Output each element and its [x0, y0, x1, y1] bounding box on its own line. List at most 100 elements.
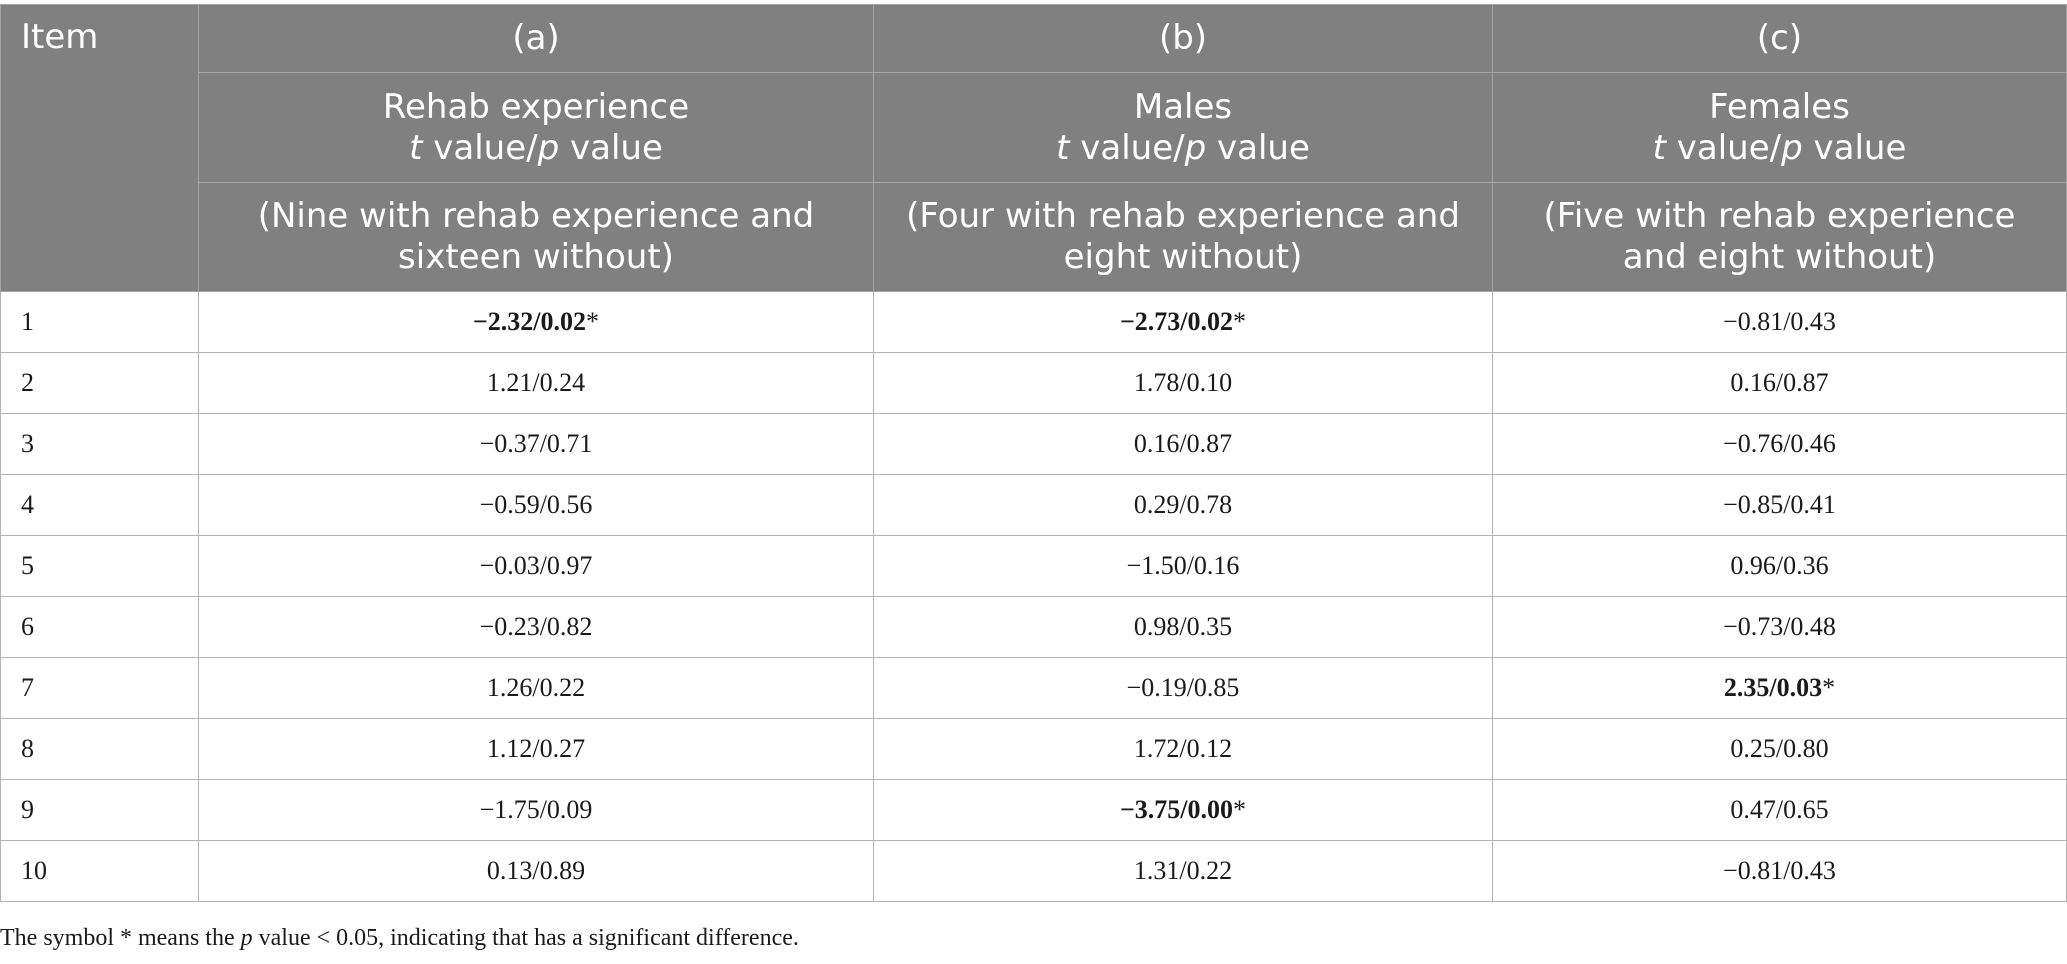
column-c-letter: (c) [1492, 4, 2067, 73]
value-cell: −0.73/0.48 [1492, 596, 2067, 658]
value-cell: 2.35/0.03* [1492, 657, 2067, 719]
value-text: 0.96/0.36 [1730, 551, 1829, 580]
description-line: (Nine with rehab experience and [257, 196, 815, 236]
significant-value: −2.73/0.02 [1119, 307, 1234, 336]
value-text: −0.03/0.97 [479, 551, 593, 580]
value-cell: −0.37/0.71 [198, 413, 874, 475]
value-text: 0.47/0.65 [1730, 795, 1829, 824]
value-cell: 0.98/0.35 [873, 596, 1493, 658]
table-header: Item (a) (b) (c) Rehab experience t valu… [0, 4, 2067, 292]
value-cell: 0.47/0.65 [1492, 779, 2067, 841]
table-row: 6 −0.23/0.82 0.98/0.35 −0.73/0.48 [0, 596, 2067, 658]
column-c-title: Females t value/p value [1492, 72, 2067, 183]
value-cell: 0.96/0.36 [1492, 535, 2067, 597]
metric-end: value [1802, 127, 1907, 168]
column-a-letter: (a) [198, 4, 874, 73]
column-c-metric: t value/p value [1503, 128, 2056, 169]
metric-end: value [559, 127, 663, 168]
item-number-cell: 4 [0, 474, 199, 536]
value-cell: −2.32/0.02* [198, 291, 874, 353]
header-row-letters: Item (a) (b) (c) [0, 4, 2067, 292]
value-cell: −0.85/0.41 [1492, 474, 2067, 536]
metric-mid: value/ [1069, 127, 1185, 168]
value-cell: 0.16/0.87 [1492, 352, 2067, 414]
value-text: 0.13/0.89 [486, 856, 586, 885]
value-cell: −0.76/0.46 [1492, 413, 2067, 475]
value-cell: 1.21/0.24 [198, 352, 874, 414]
table-row: 8 1.12/0.27 1.72/0.12 0.25/0.80 [0, 718, 2067, 780]
significance-mark: * [1822, 673, 1836, 702]
t-test-results-table: Item (a) (b) (c) Rehab experience t valu… [0, 4, 2067, 902]
table-row: 2 1.21/0.24 1.78/0.10 0.16/0.87 [0, 352, 2067, 414]
value-cell: −0.03/0.97 [198, 535, 874, 597]
column-a-title: Rehab experience t value/p value [198, 72, 874, 183]
column-b-description: (Four with rehab experience and eight wi… [873, 182, 1493, 292]
value-cell: 1.26/0.22 [198, 657, 874, 719]
item-number-cell: 9 [0, 779, 199, 841]
value-text: −1.75/0.09 [479, 795, 593, 824]
value-text: 0.25/0.80 [1730, 734, 1829, 763]
t-symbol: t [409, 127, 423, 168]
value-cell: 0.25/0.80 [1492, 718, 2067, 780]
column-a-metric: t value/p value [209, 128, 863, 169]
value-text: −0.81/0.43 [1723, 856, 1836, 885]
value-text: −0.19/0.85 [1126, 673, 1240, 702]
item-column-header: Item [0, 4, 199, 292]
item-number-cell: 1 [0, 291, 199, 353]
column-a-description: (Nine with rehab experience and sixteen … [198, 182, 874, 292]
value-text: −0.23/0.82 [479, 612, 593, 641]
description-line: sixteen without) [398, 237, 674, 277]
value-text: −0.37/0.71 [479, 429, 593, 458]
value-text: 1.26/0.22 [486, 673, 586, 702]
value-cell: 0.13/0.89 [198, 840, 874, 902]
table-row: 7 1.26/0.22 −0.19/0.85 2.35/0.03* [0, 657, 2067, 719]
value-text: 0.98/0.35 [1133, 612, 1233, 641]
header-row-titles: Rehab experience t value/p value Males t… [1, 72, 2067, 183]
significance-mark: * [586, 307, 600, 336]
column-b-title-text: Males [1133, 86, 1233, 127]
column-c-title-text: Females [1709, 86, 1850, 127]
significance-mark: * [1233, 307, 1247, 336]
value-text: −0.59/0.56 [479, 490, 593, 519]
p-symbol: p [1184, 127, 1207, 168]
description-line: and eight without) [1622, 237, 1937, 277]
item-number-cell: 6 [0, 596, 199, 658]
item-number-cell: 10 [0, 840, 199, 902]
item-number-cell: 7 [0, 657, 199, 719]
p-symbol: p [1781, 127, 1803, 168]
value-cell: 0.16/0.87 [873, 413, 1493, 475]
description-line: eight without) [1063, 237, 1303, 277]
column-a-title-text: Rehab experience [382, 86, 690, 127]
value-text: 0.16/0.87 [1730, 368, 1829, 397]
metric-end: value [1206, 127, 1310, 168]
table-row: 10 0.13/0.89 1.31/0.22 −0.81/0.43 [0, 840, 2067, 902]
value-text: −0.85/0.41 [1723, 490, 1836, 519]
value-cell: −0.23/0.82 [198, 596, 874, 658]
footnote-text-after: value < 0.05, indicating that has a sign… [252, 925, 799, 951]
significant-value: 2.35/0.03 [1723, 673, 1823, 702]
value-cell: −0.81/0.43 [1492, 840, 2067, 902]
value-cell: −2.73/0.02* [873, 291, 1493, 353]
description-line: (Five with rehab experience [1543, 196, 2016, 236]
value-text: −0.76/0.46 [1723, 429, 1836, 458]
value-cell: 1.72/0.12 [873, 718, 1493, 780]
value-text: 1.12/0.27 [486, 734, 586, 763]
value-cell: −0.19/0.85 [873, 657, 1493, 719]
footnote-text-before: The symbol * means the [0, 925, 241, 951]
value-cell: −3.75/0.00* [873, 779, 1493, 841]
value-cell: 1.78/0.10 [873, 352, 1493, 414]
value-cell: 1.12/0.27 [198, 718, 874, 780]
column-b-title: Males t value/p value [873, 72, 1493, 183]
metric-mid: value/ [1665, 127, 1782, 168]
description-line: (Four with rehab experience and [906, 196, 1460, 236]
table-row: 5 −0.03/0.97 −1.50/0.16 0.96/0.36 [0, 535, 2067, 597]
value-text: 1.72/0.12 [1133, 734, 1233, 763]
value-text: 1.31/0.22 [1133, 856, 1233, 885]
column-c-description: (Five with rehab experience and eight wi… [1492, 182, 2067, 292]
value-cell: −1.75/0.09 [198, 779, 874, 841]
metric-mid: value/ [422, 127, 538, 168]
value-cell: −1.50/0.16 [873, 535, 1493, 597]
results-table-container: Item (a) (b) (c) Rehab experience t valu… [0, 4, 2067, 902]
significance-mark: * [1233, 795, 1247, 824]
value-text: 1.21/0.24 [486, 368, 586, 397]
